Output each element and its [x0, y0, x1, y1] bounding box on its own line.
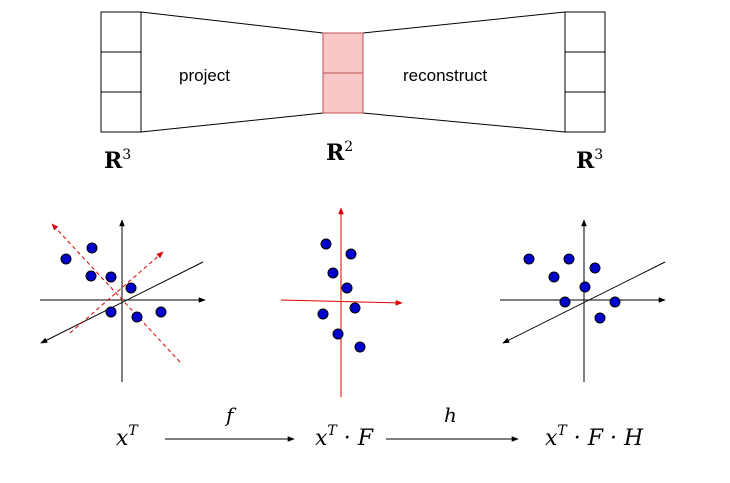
data-point — [105, 271, 117, 283]
equation-row: xT f xT · F h xT · F · H — [116, 403, 644, 451]
output-scatter-plot — [500, 219, 666, 382]
output-unit — [564, 11, 606, 53]
data-point — [60, 253, 72, 265]
expr-superscript: T — [128, 423, 139, 439]
data-point — [354, 341, 366, 353]
input-scatter-plot — [40, 219, 206, 382]
space-exponent: 2 — [344, 139, 353, 155]
data-point — [341, 282, 353, 294]
space-symbol: R — [104, 148, 123, 174]
data-point — [349, 302, 361, 314]
principal-direction-1 — [51, 223, 181, 363]
space-symbol: R — [326, 140, 345, 166]
data-point — [155, 306, 167, 318]
z-axis — [502, 261, 666, 344]
data-point — [327, 267, 339, 279]
latent-space-label: R2 — [326, 139, 353, 166]
latent-unit — [322, 72, 364, 114]
input-layer — [100, 11, 142, 133]
data-point — [85, 270, 97, 282]
data-point — [563, 253, 575, 265]
reconstruct-label: reconstruct — [403, 66, 487, 85]
input-unit — [100, 11, 142, 53]
project-label: project — [179, 66, 230, 85]
latent-unit — [322, 32, 364, 74]
principal-direction-2 — [69, 251, 164, 334]
data-point — [131, 311, 143, 323]
data-point — [548, 271, 560, 283]
data-point — [105, 306, 117, 318]
decoder-bottom-edge — [362, 112, 566, 133]
data-point — [332, 328, 344, 340]
z-axis — [40, 261, 204, 344]
input-expression: xT — [116, 423, 139, 451]
encoder-top-edge — [140, 11, 324, 34]
space-exponent: 3 — [594, 147, 603, 163]
output-expression: xT · F · H — [545, 423, 644, 451]
input-space-label: R3 — [104, 147, 131, 174]
data-point — [594, 312, 606, 324]
expr-variable: x — [545, 426, 558, 451]
data-point — [523, 253, 535, 265]
data-point — [320, 238, 332, 250]
encoder-bottom-edge — [140, 112, 324, 133]
input-unit — [100, 51, 142, 93]
expr-variable: x — [315, 426, 328, 451]
expr-rest: · F · H — [567, 426, 644, 451]
encoder-decoder-block: project reconstruct R3 R2 R3 — [100, 11, 606, 174]
expr-superscript: T — [327, 423, 338, 439]
space-exponent: 3 — [122, 147, 131, 163]
data-point — [317, 308, 329, 320]
data-point — [86, 242, 98, 254]
expr-superscript: T — [557, 423, 568, 439]
bottleneck-layer — [322, 32, 364, 114]
data-point — [589, 262, 601, 274]
data-point — [609, 296, 621, 308]
input-unit — [100, 91, 142, 133]
space-symbol: R — [576, 148, 595, 174]
output-layer — [564, 11, 606, 133]
decoder-top-edge — [362, 11, 566, 34]
data-point — [579, 281, 591, 293]
mapping-h-label: h — [444, 403, 457, 427]
data-point — [345, 248, 357, 260]
output-unit — [564, 91, 606, 133]
expr-variable: x — [116, 426, 129, 451]
output-space-label: R3 — [576, 147, 603, 174]
output-unit — [564, 51, 606, 93]
mapping-f-label: f — [224, 403, 237, 427]
latent-scatter-plot — [280, 207, 403, 397]
data-point — [559, 296, 571, 308]
latent-expression: xT · F — [315, 423, 374, 451]
data-point — [125, 282, 137, 294]
expr-rest: · F — [337, 426, 374, 451]
